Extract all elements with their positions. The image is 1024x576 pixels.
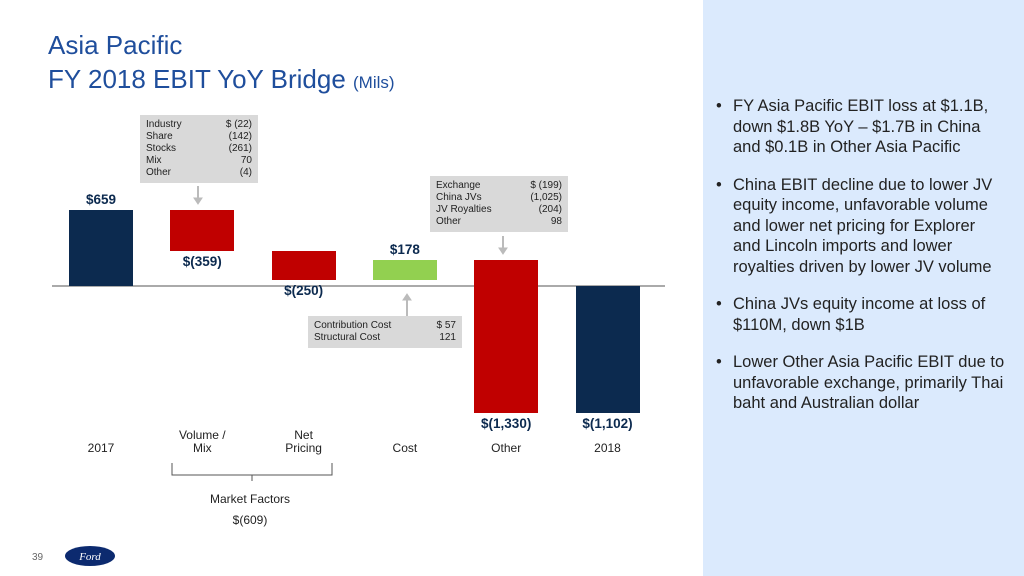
callout-box: Contribution Cost $ 57 Structural Cost 121 [308,316,462,348]
bar [575,286,640,414]
bar [271,251,336,281]
callout-row: JV Royalties (204) [436,204,562,216]
value-label: $178 [389,241,420,257]
callout-value: (1,025) [530,192,562,203]
callout-row: Mix 70 [146,155,252,167]
slide-subtitle: FY 2018 EBIT YoY Bridge (Mils) [48,64,395,98]
logo: Ford [78,551,101,563]
value-label: $(1,102) [582,416,633,432]
callout-label: Other [146,167,172,178]
callout-box: Exchange $ (199) China JVs (1,025) JV Royalt… [430,176,568,232]
bullet-list: FY Asia Pacific EBIT loss at $1.1B, down… [716,96,1006,431]
callout-label: Other [436,216,462,227]
callout-label: Exchange [436,180,481,191]
callout-row: Other (4) [146,167,252,179]
callout-value: 98 [550,216,562,227]
callout-label: Mix [146,155,162,166]
category-label: Volume / Mix [178,428,226,455]
callout-value: (261) [228,143,252,154]
callout-row: Contribution Cost $ 57 [314,320,456,332]
market-bracket [171,463,333,481]
callout-value: $ 57 [436,320,456,331]
value-label: $(359) [182,254,222,270]
callout-box: Industry $ (22) Share (142) Stocks (261) Mix 70… [140,115,258,183]
callout-value: (4) [239,167,252,178]
slide-title: Asia Pacific [48,30,183,60]
market-value: $(609) [232,513,268,527]
callout-label: JV Royalties [436,204,492,215]
callout-value: (204) [538,204,562,215]
callout-arrows [193,186,508,316]
subtitle-text: FY 2018 EBIT YoY Bridge [48,64,346,94]
connectors: Ford 39 [32,186,665,566]
callout-value: 121 [439,332,456,343]
bullet: Lower Other Asia Pacific EBIT due to unf… [716,352,1006,414]
callout-label: Share [146,131,173,142]
market-label: Market Factors [209,492,290,506]
callout-value: $ (199) [530,180,562,191]
callout-label: Stocks [146,143,177,154]
callout-label: Industry [146,119,182,130]
category-label: Net Pricing [285,428,322,455]
callout-value: (142) [228,131,252,142]
value-label: $659 [85,192,117,208]
value-label: $(1,330) [481,416,532,432]
category-label: Cost [392,441,418,455]
bullet: FY Asia Pacific EBIT loss at $1.1B, down… [716,96,1006,158]
bar [69,210,133,286]
callout-value: $ (22) [225,119,252,130]
callout-row: China JVs (1,025) [436,192,562,204]
bar [372,259,437,281]
bar [474,259,539,414]
callout-row: Stocks (261) [146,143,252,155]
bullet: China JVs equity income at loss of $110M… [716,294,1006,335]
logo-oval [65,546,115,566]
bar [170,210,235,252]
callout-label: China JVs [436,192,482,203]
category-label: Other [491,441,522,455]
page-number: 39 [32,552,44,563]
market-factors: Market Factors $(609) [190,489,310,531]
callout-row: Other 98 [436,216,562,228]
value-label: $(250) [284,283,324,299]
bullet: China EBIT decline due to lower JV equit… [716,175,1006,278]
callout-label: Structural Cost [314,332,381,343]
callout-label: Contribution Cost [314,320,392,331]
unit-note: (Mils) [353,73,395,92]
callout-row: Share (142) [146,131,252,143]
callout-row: Structural Cost 121 [314,332,456,344]
callout-row: Industry $ (22) [146,119,252,131]
callout-row: Exchange $ (199) [436,180,562,192]
callout-value: 70 [240,155,252,166]
category-label: 2017 [87,441,115,455]
category-label: 2018 [594,441,621,455]
